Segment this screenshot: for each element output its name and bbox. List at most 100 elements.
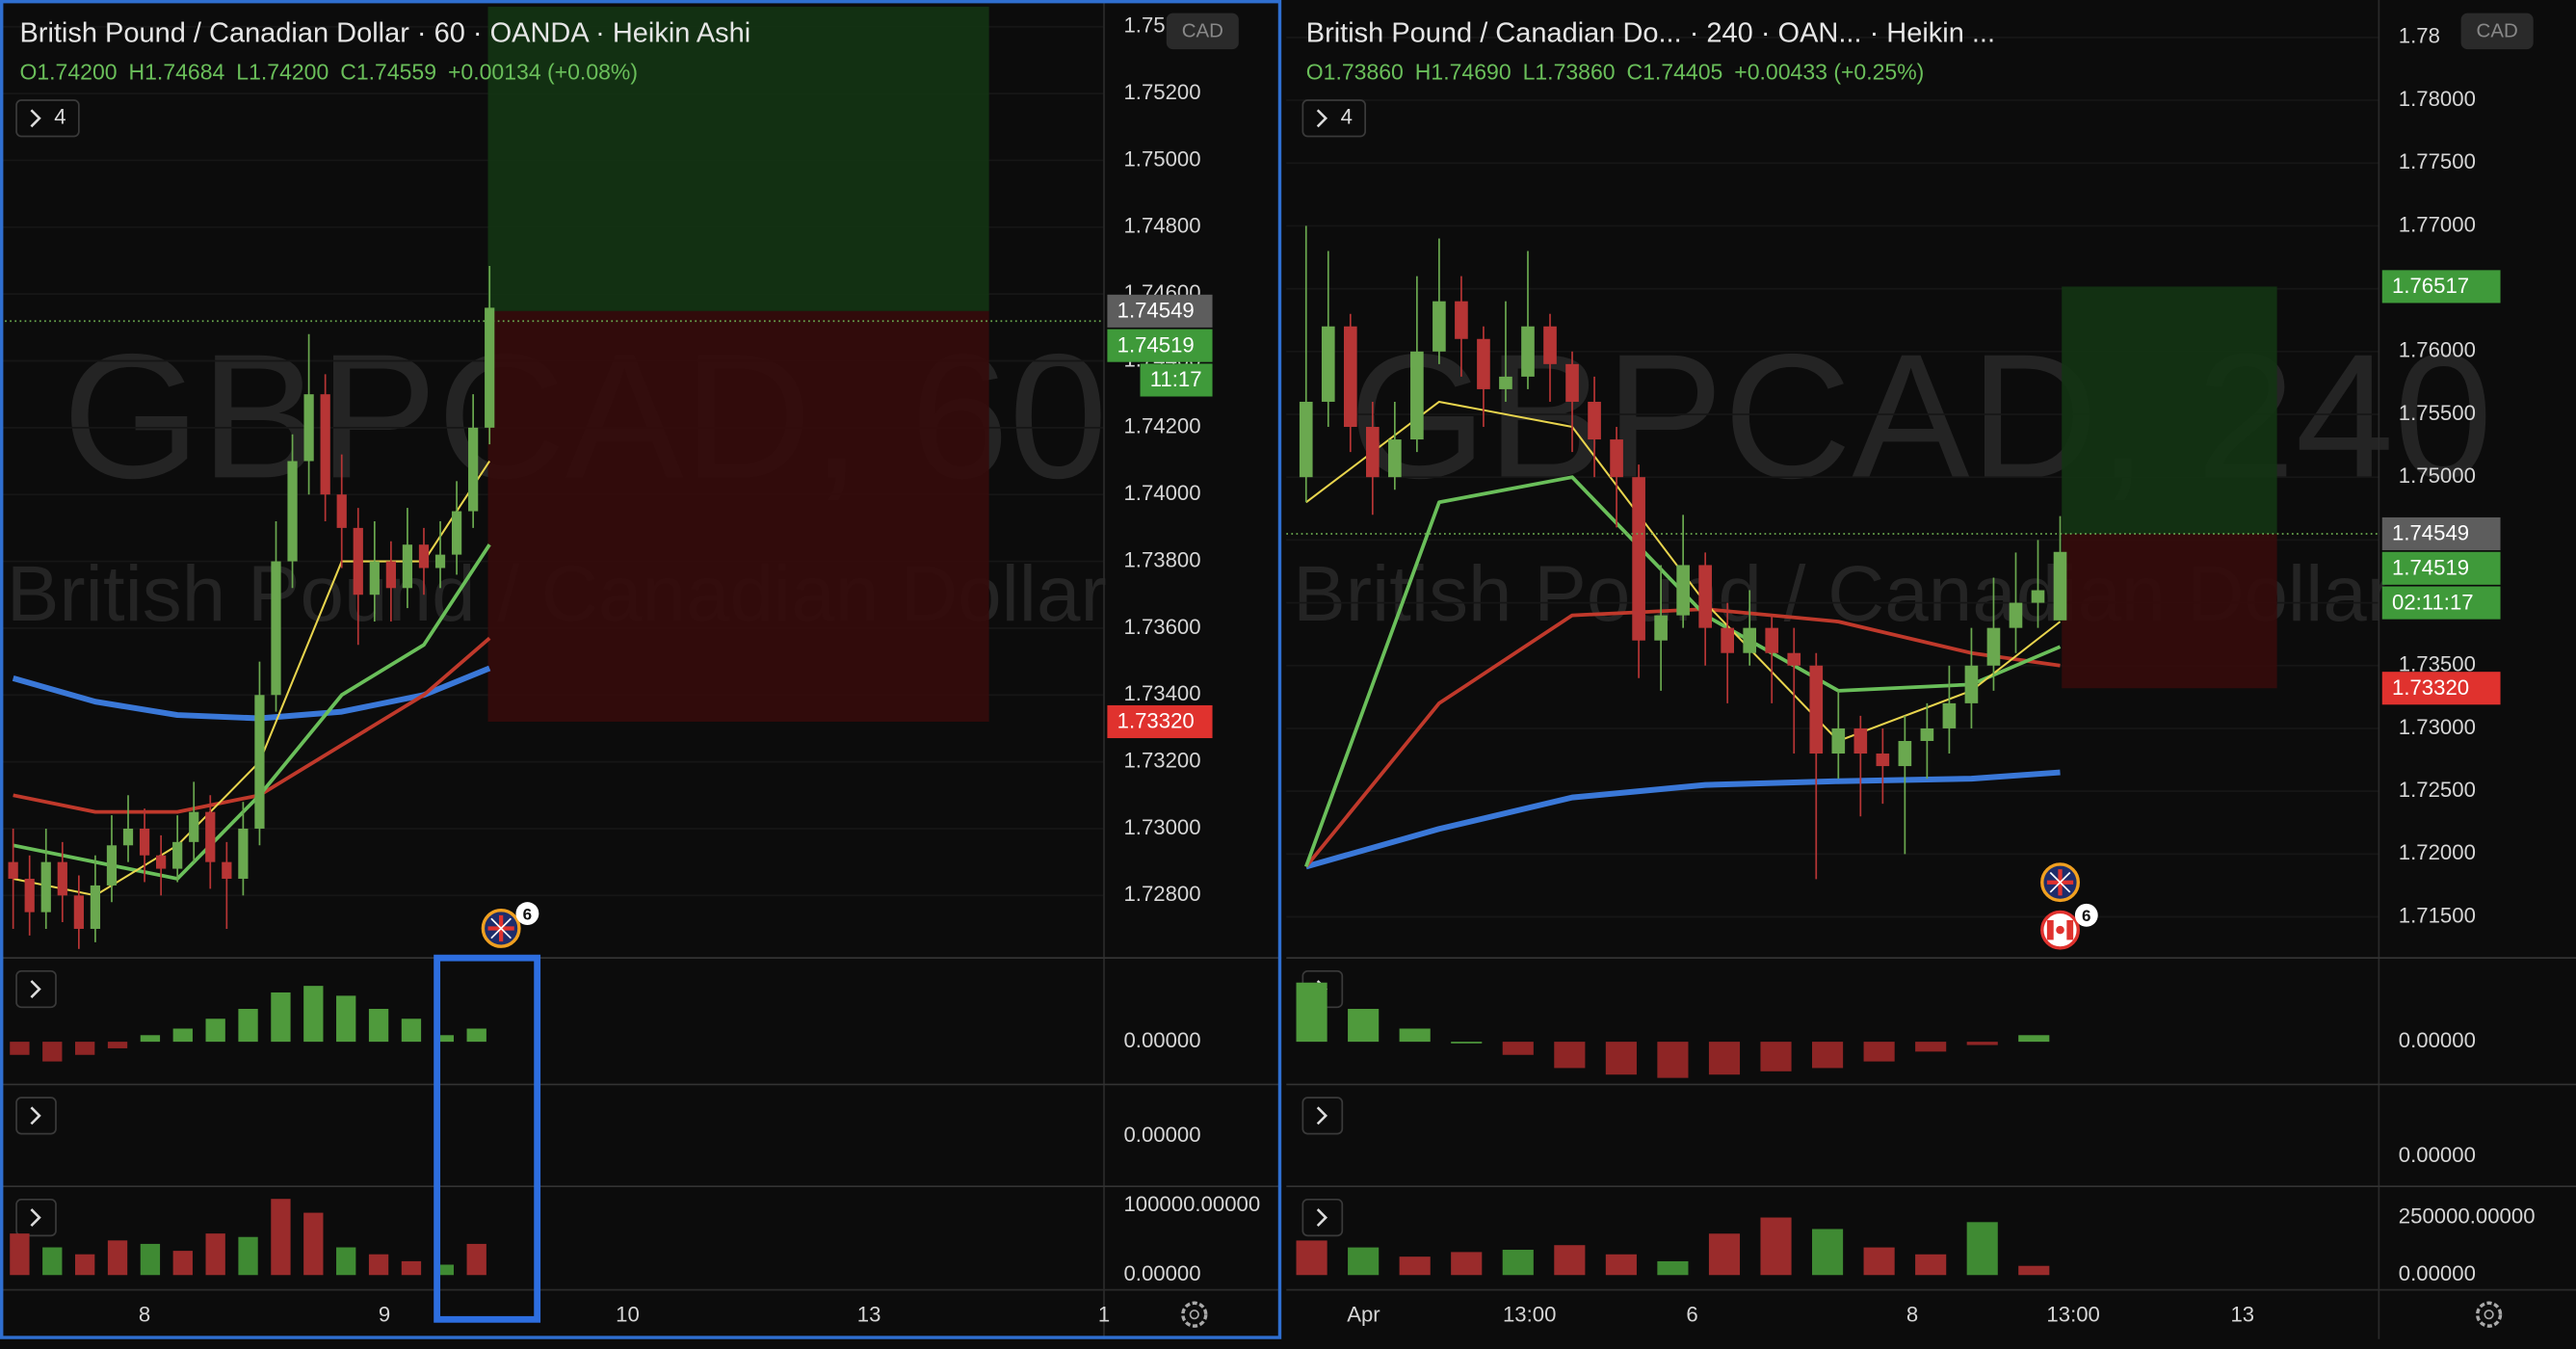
price-tick-label: 1.78000	[2399, 87, 2476, 111]
symbol-title[interactable]: British Pound / Canadian Do... · 240 · O…	[1306, 17, 1995, 48]
ohlc-value: C1.74405	[1627, 60, 1723, 85]
indicators-count: 4	[1341, 105, 1353, 129]
candle-body	[468, 427, 479, 512]
event-badge-count: 6	[2082, 907, 2090, 925]
volume-bar	[466, 1243, 486, 1276]
time-label: Apr	[1347, 1303, 1380, 1327]
candle-body	[1366, 427, 1380, 478]
candle-body	[1809, 665, 1824, 754]
volume-bar	[1296, 1240, 1327, 1276]
currency-label: CAD	[1182, 20, 1223, 42]
indicators-count: 4	[54, 105, 66, 129]
volume-bar	[1708, 1233, 1741, 1276]
indicator-tick-label: 0.00000	[2399, 1261, 2476, 1285]
active-pane-border	[0, 0, 1282, 1339]
time-label: 6	[1686, 1303, 1697, 1327]
oscillator-bar	[1915, 1042, 1947, 1052]
indicator-tick-label: 250000.00000	[2399, 1204, 2536, 1228]
candle-body	[1787, 652, 1801, 666]
ohlc-value: L1.73860	[1523, 60, 1616, 85]
candle-body	[1521, 326, 1535, 377]
candle-body	[336, 494, 347, 528]
candle-body	[238, 828, 249, 879]
volume-bar	[1554, 1245, 1586, 1276]
oscillator-bar	[205, 1018, 225, 1043]
candle-body	[156, 855, 167, 869]
symbol-title[interactable]: British Pound / Canadian Dollar · 60 · O…	[19, 17, 750, 48]
oscillator-bar	[140, 1035, 161, 1043]
candle-body	[122, 828, 134, 846]
time-label: 13:00	[2046, 1303, 2099, 1327]
time-label: 1	[1098, 1303, 1110, 1327]
ohlc-line: O1.74200 H1.74684 L1.74200 C1.74559 +0.00134…	[19, 60, 638, 85]
time-label: 8	[139, 1303, 150, 1327]
volume-bar	[271, 1199, 291, 1276]
candle-body	[1477, 338, 1490, 389]
position-stop-zone	[487, 310, 989, 722]
oscillator-bar	[1657, 1042, 1689, 1078]
candle-body	[1676, 565, 1690, 616]
volume-bar	[172, 1251, 193, 1276]
position-stop-zone	[2062, 533, 2277, 689]
oscillator-bar	[1966, 1042, 1998, 1045]
ohlc-value: +0.00134 (+0.08%)	[448, 60, 638, 85]
candle-body	[485, 307, 495, 428]
volume-bar	[303, 1212, 324, 1276]
candle-body	[1743, 627, 1757, 653]
volume-bar	[1915, 1254, 1947, 1276]
indicator-tick-label: 0.00000	[2399, 1143, 2476, 1167]
countdown-label: 02:11:17	[2392, 590, 2474, 614]
oscillator-bar	[1812, 1042, 1844, 1069]
candle-body	[90, 885, 101, 929]
price-tick-label: 1.78	[2399, 24, 2440, 48]
oscillator-bar	[434, 1035, 454, 1043]
candle-body	[1898, 740, 1912, 767]
candle-body	[1543, 326, 1557, 364]
indicators-toggle[interactable]	[1301, 99, 1367, 138]
pane-toggle[interactable]	[15, 969, 57, 1009]
candle-body	[418, 544, 430, 569]
oscillator-bar	[1708, 1042, 1741, 1075]
oscillator-bar	[107, 1042, 128, 1048]
candle-body	[303, 394, 314, 462]
price-label-box	[2381, 270, 2501, 304]
oscillator-bar	[1605, 1042, 1637, 1075]
candle-body	[1698, 565, 1712, 628]
price-tick-label: 1.74000	[1123, 481, 1200, 505]
price-label-box	[1107, 329, 1213, 362]
price-tick-label: 1.75200	[1123, 80, 1200, 104]
candle-body	[1876, 754, 1890, 767]
price-label-box	[2381, 516, 2501, 551]
currency-badge[interactable]	[2460, 13, 2534, 50]
candle-body	[1343, 326, 1357, 428]
time-label: 9	[379, 1303, 390, 1327]
indicator-tick-label: 0.00000	[1123, 1123, 1200, 1147]
pane-toggle[interactable]	[15, 1097, 57, 1135]
candle-body	[1654, 615, 1668, 641]
oscillator-bar	[74, 1042, 95, 1055]
volume-bar	[205, 1233, 225, 1276]
position-target-zone	[2062, 286, 2277, 534]
pane-toggle[interactable]	[1301, 1097, 1344, 1135]
price-tick-label: 1.75000	[2399, 463, 2476, 488]
pane-toggle[interactable]	[1301, 1198, 1344, 1237]
volume-bar	[1760, 1217, 1792, 1276]
settings-gear[interactable]	[1181, 1301, 1208, 1328]
candle-body	[1388, 439, 1402, 478]
settings-gear[interactable]	[2475, 1301, 2503, 1328]
candle-body	[369, 561, 380, 595]
oscillator-bar	[2018, 1035, 2050, 1043]
settings-gear-hub	[1189, 1309, 1199, 1320]
candle-body	[40, 861, 51, 913]
volume-bar	[1966, 1222, 1998, 1276]
candle-body	[271, 561, 281, 696]
time-label: 13	[857, 1303, 881, 1327]
countdown-box	[2381, 586, 2501, 620]
currency-badge[interactable]	[1166, 13, 1239, 50]
indicators-toggle[interactable]	[15, 99, 80, 138]
pane-toggle[interactable]	[15, 1198, 57, 1237]
price-tick-label: 1.75000	[1123, 146, 1200, 171]
